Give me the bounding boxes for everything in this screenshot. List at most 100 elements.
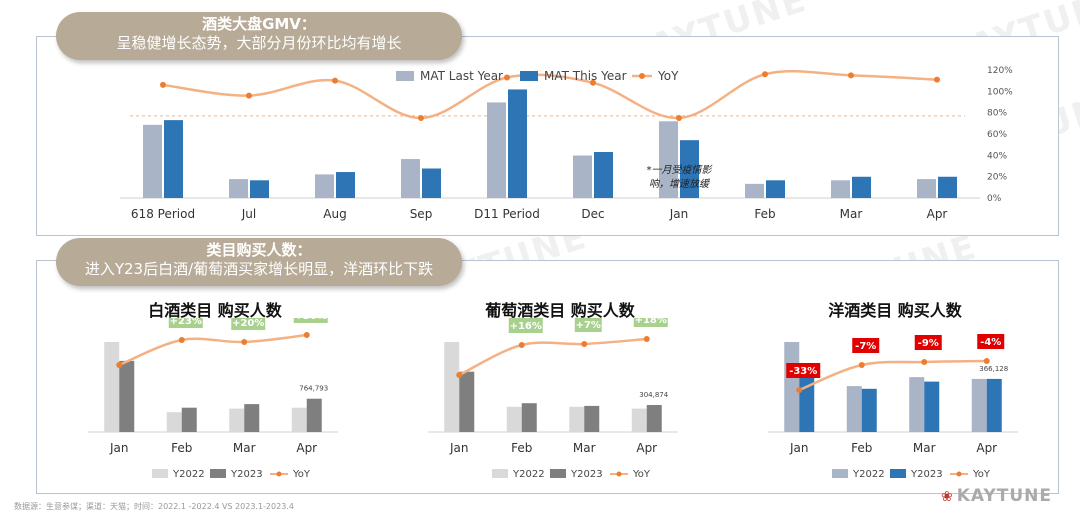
x-tick-label: Jan bbox=[669, 207, 689, 221]
bar-mat-last-year bbox=[143, 124, 162, 198]
yoy-label-box bbox=[293, 318, 328, 323]
yoy-point bbox=[160, 81, 166, 88]
yoy-point bbox=[241, 339, 248, 345]
yoy-label-box bbox=[786, 363, 821, 378]
x-tick-label: Jan bbox=[109, 441, 129, 455]
x-tick-label: Aug bbox=[323, 207, 346, 221]
baijiu-chart: Jan Feb Mar Apr +23% +20% +36% 764,793 Y2022 Y202… bbox=[88, 318, 338, 480]
legend-swatch-mat-last-year bbox=[396, 71, 414, 81]
bar-y2022 bbox=[506, 406, 522, 432]
yoy-point bbox=[676, 115, 682, 121]
x-tick-label: Dec bbox=[581, 207, 604, 221]
bar-y2023 bbox=[181, 407, 197, 432]
x-tick-label: Apr bbox=[976, 441, 997, 455]
yoy-point bbox=[303, 332, 310, 338]
yoy-line bbox=[458, 337, 647, 377]
brand-mark-icon: ❀ bbox=[941, 489, 954, 505]
x-tick-label: Feb bbox=[754, 207, 775, 221]
bar-mat-last-year bbox=[487, 102, 506, 198]
bar-y2023 bbox=[584, 405, 600, 432]
bar-y2022 bbox=[846, 386, 862, 432]
bar-mat-last-year bbox=[573, 155, 592, 198]
legend-swatch-yoy-dot bbox=[639, 73, 645, 79]
yoy-label: -33% bbox=[789, 366, 817, 377]
legend-label: Y2022 bbox=[512, 469, 545, 480]
yoy-line bbox=[162, 69, 938, 120]
bar-y2022 bbox=[784, 342, 800, 432]
bar-mat-this-year bbox=[336, 172, 355, 198]
gmv-title-line1: 酒类大盘GMV： bbox=[202, 15, 316, 33]
legend-swatch-y2022 bbox=[492, 469, 508, 478]
bar-mat-this-year bbox=[766, 180, 785, 198]
x-tick-label: Jul bbox=[241, 207, 256, 221]
x-tick-label: Feb bbox=[511, 441, 532, 455]
legend-label: YoY bbox=[632, 469, 651, 480]
y2-tick-label: 0% bbox=[987, 194, 1002, 204]
yoy-label: +7% bbox=[576, 320, 601, 331]
bar-y2023 bbox=[861, 388, 877, 432]
yoy-point bbox=[178, 337, 185, 343]
yoy-point bbox=[418, 115, 424, 121]
yoy-label-box bbox=[508, 318, 543, 333]
bar-mat-last-year bbox=[659, 121, 678, 198]
yoy-label-box bbox=[168, 318, 203, 328]
bar-y2022 bbox=[444, 342, 460, 432]
buyers-title-line1: 类目购买人数： bbox=[206, 241, 312, 259]
legend-swatch-y2022 bbox=[832, 469, 848, 478]
brand-name: KAYTUNE bbox=[956, 486, 1052, 506]
yoy-label: +23% bbox=[170, 318, 202, 327]
x-tick-label: Feb bbox=[851, 441, 872, 455]
bar-mat-last-year bbox=[315, 174, 334, 198]
yoy-label: -7% bbox=[855, 341, 876, 352]
y2-tick-label: 60% bbox=[987, 130, 1007, 140]
x-tick-label: Apr bbox=[296, 441, 317, 455]
annotation-text: 响，增速放缓 bbox=[649, 178, 711, 190]
yoy-point bbox=[581, 341, 588, 347]
yoy-label-box bbox=[231, 318, 266, 330]
x-tick-label: Feb bbox=[171, 441, 192, 455]
legend-swatch-y2023 bbox=[210, 469, 226, 478]
x-tick-label: 618 Period bbox=[131, 207, 195, 221]
bar-mat-this-year bbox=[594, 151, 613, 198]
legend-swatch-y2023 bbox=[890, 469, 906, 478]
yangjiu-chart-title: 洋酒类目 购买人数 bbox=[828, 301, 962, 320]
y2-tick-label: 80% bbox=[987, 109, 1007, 119]
bar-mat-this-year bbox=[250, 180, 269, 198]
annotation-text: *一月受疫情影 bbox=[647, 164, 714, 176]
yoy-point bbox=[332, 77, 338, 84]
brand-logo: ❀ KAYTUNE bbox=[941, 486, 1052, 506]
yoy-point bbox=[921, 359, 928, 365]
yoy-point bbox=[116, 362, 123, 368]
x-tick-label: D11 Period bbox=[474, 207, 540, 221]
bar-y2023 bbox=[799, 370, 815, 432]
y2-tick-label: 120% bbox=[987, 66, 1013, 76]
legend-label: Y2022 bbox=[852, 469, 885, 480]
legend-swatch-mat-this-year bbox=[520, 71, 538, 81]
yoy-point bbox=[456, 372, 463, 378]
bar-mat-last-year bbox=[917, 179, 936, 198]
yoy-label-box bbox=[852, 338, 880, 353]
yoy-point bbox=[590, 79, 596, 86]
x-tick-label: Jan bbox=[789, 441, 809, 455]
bar-y2023 bbox=[924, 381, 940, 432]
bar-mat-this-year bbox=[938, 176, 957, 198]
legend-swatch-yoy-dot bbox=[616, 471, 622, 477]
gmv-section-title: 酒类大盘GMV： 呈稳健增长态势，大部分月份环比均有增长 bbox=[56, 12, 462, 60]
x-tick-label: Apr bbox=[636, 441, 657, 455]
legend-label: YoY bbox=[972, 469, 991, 480]
yoy-point bbox=[518, 342, 525, 348]
yoy-point bbox=[848, 72, 854, 79]
yoy-point bbox=[858, 362, 865, 368]
legend-label: Y2022 bbox=[172, 469, 205, 480]
bar-y2022 bbox=[166, 412, 182, 432]
x-tick-label: Mar bbox=[840, 207, 863, 221]
gmv-panel bbox=[36, 36, 1059, 236]
yoy-point bbox=[762, 71, 768, 78]
yangjiu-chart: Jan Feb Mar Apr -33% -7% -9% -4% 366,128 Y2022 Y20… bbox=[768, 334, 1018, 480]
bar-y2023 bbox=[119, 360, 135, 432]
legend-swatch-yoy-dot bbox=[276, 471, 282, 477]
bar-mat-this-year bbox=[680, 140, 699, 198]
putao-chart: Jan Feb Mar Apr +16% +7% +18% 304,874 Y2022 Y2023… bbox=[428, 318, 678, 480]
legend-swatch-y2022 bbox=[152, 469, 168, 478]
legend-label: MAT This Year bbox=[544, 69, 627, 83]
